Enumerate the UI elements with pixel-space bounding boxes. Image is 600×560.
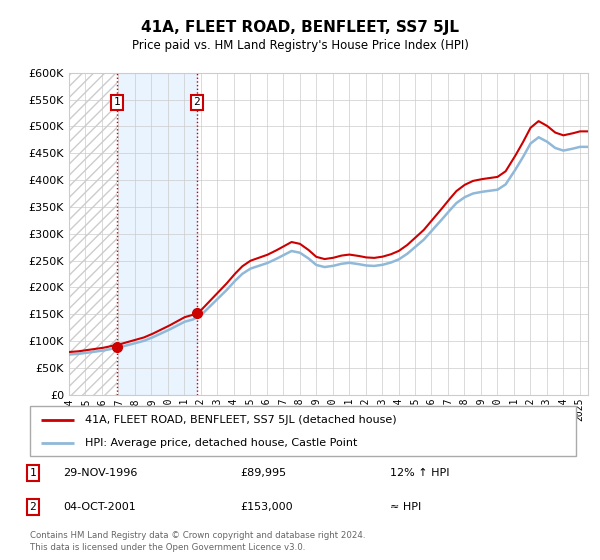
Text: £153,000: £153,000 bbox=[240, 502, 293, 512]
Text: 2: 2 bbox=[193, 97, 200, 108]
Text: 04-OCT-2001: 04-OCT-2001 bbox=[63, 502, 136, 512]
Text: HPI: Average price, detached house, Castle Point: HPI: Average price, detached house, Cast… bbox=[85, 438, 357, 448]
Bar bbox=[69, 73, 117, 395]
Text: Price paid vs. HM Land Registry's House Price Index (HPI): Price paid vs. HM Land Registry's House … bbox=[131, 39, 469, 52]
Text: 1: 1 bbox=[113, 97, 121, 108]
Text: This data is licensed under the Open Government Licence v3.0.: This data is licensed under the Open Gov… bbox=[30, 543, 305, 552]
Bar bbox=[69, 73, 117, 395]
Text: 29-NOV-1996: 29-NOV-1996 bbox=[63, 468, 137, 478]
Text: 41A, FLEET ROAD, BENFLEET, SS7 5JL (detached house): 41A, FLEET ROAD, BENFLEET, SS7 5JL (deta… bbox=[85, 414, 396, 424]
Text: ≈ HPI: ≈ HPI bbox=[390, 502, 421, 512]
Text: 2: 2 bbox=[29, 502, 37, 512]
Text: 41A, FLEET ROAD, BENFLEET, SS7 5JL: 41A, FLEET ROAD, BENFLEET, SS7 5JL bbox=[141, 20, 459, 35]
Text: Contains HM Land Registry data © Crown copyright and database right 2024.: Contains HM Land Registry data © Crown c… bbox=[30, 531, 365, 540]
FancyBboxPatch shape bbox=[30, 406, 576, 456]
Text: 1: 1 bbox=[29, 468, 37, 478]
Text: 12% ↑ HPI: 12% ↑ HPI bbox=[390, 468, 449, 478]
Bar bbox=[117, 73, 197, 395]
Text: £89,995: £89,995 bbox=[240, 468, 286, 478]
